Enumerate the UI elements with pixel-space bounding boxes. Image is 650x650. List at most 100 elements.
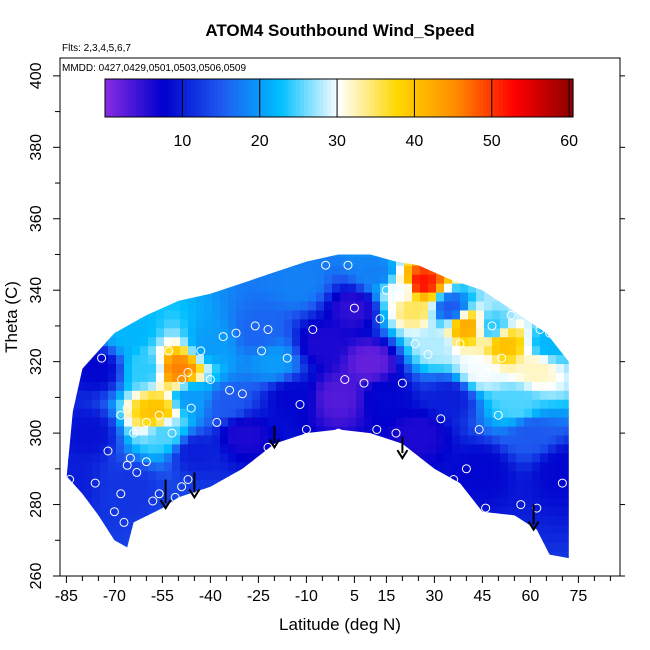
field-cell	[420, 399, 429, 409]
field-cell	[460, 363, 469, 373]
field-cell	[364, 399, 373, 409]
field-cell	[428, 479, 437, 490]
field-cell	[276, 524, 285, 534]
field-cell	[436, 309, 445, 320]
observation-point	[183, 367, 193, 377]
field-cell	[444, 560, 453, 570]
field-cell	[396, 506, 405, 516]
observation-point	[90, 478, 100, 488]
field-cell	[332, 524, 341, 534]
field-cell	[164, 479, 173, 490]
field-cell	[116, 372, 125, 382]
colorbar-cell	[155, 79, 161, 117]
field-cell	[116, 283, 125, 293]
field-cell	[92, 309, 101, 320]
field-cell	[612, 515, 621, 525]
field-cell	[164, 318, 173, 329]
field-cell	[452, 408, 461, 418]
field-cell	[76, 363, 85, 373]
field-cell	[84, 399, 93, 409]
colorbar-ticks: 10 20 30 40 50 60	[173, 79, 578, 150]
field-cell	[84, 408, 93, 418]
field-cell	[500, 560, 509, 570]
field-cell	[548, 417, 557, 427]
field-cell	[244, 254, 253, 257]
field-cell	[76, 470, 85, 481]
field-cell	[564, 542, 569, 552]
field-cell	[420, 452, 429, 463]
field-cell	[548, 533, 557, 543]
field-cell	[252, 256, 261, 266]
field-cell	[364, 470, 373, 481]
field-cell	[540, 542, 549, 552]
field-cell	[476, 533, 485, 543]
field-cell	[148, 274, 157, 284]
colorbar-cell	[288, 79, 293, 117]
field-cell	[316, 461, 325, 472]
field-cell	[132, 408, 141, 418]
field-cell	[66, 542, 69, 552]
field-cell	[66, 479, 69, 490]
field-cell	[292, 560, 301, 570]
field-cell	[156, 524, 165, 534]
field-cell	[404, 283, 413, 293]
field-cell	[60, 560, 69, 570]
field-cell	[324, 497, 333, 507]
field-cell	[604, 355, 613, 365]
field-cell	[84, 497, 93, 507]
field-cell	[356, 390, 365, 400]
field-cell	[484, 327, 493, 338]
field-cell	[276, 363, 285, 373]
field-cell	[532, 488, 541, 499]
field-cell	[524, 309, 533, 320]
field-cell	[292, 309, 301, 320]
field-cell	[436, 390, 445, 400]
field-cell	[124, 291, 133, 302]
field-cell	[140, 254, 149, 257]
field-cell	[172, 283, 181, 293]
field-cell	[332, 399, 341, 409]
field-cell	[500, 506, 509, 516]
field-cell	[388, 443, 397, 454]
field-cell	[460, 550, 469, 559]
x-axis: -85 -70 -55 -40 -25 -10 5 15 30 45 60 75	[55, 576, 611, 605]
field-cell	[476, 318, 485, 329]
field-cell	[108, 336, 117, 347]
field-cell	[476, 488, 485, 499]
colorbar-cell	[432, 79, 438, 117]
field-cell	[516, 274, 525, 284]
field-cell	[412, 417, 421, 427]
field-cell	[540, 291, 549, 302]
field-cell	[100, 461, 109, 472]
field-cell	[324, 390, 333, 400]
field-cell	[428, 542, 437, 552]
field-cell	[188, 354, 197, 365]
field-cell	[420, 372, 429, 382]
field-cell	[116, 318, 125, 329]
field-cell	[124, 470, 133, 481]
field-cell	[380, 533, 389, 543]
field-cell	[356, 452, 365, 463]
field-cell	[492, 390, 501, 400]
field-cell	[460, 300, 469, 311]
field-cell	[212, 256, 221, 266]
field-cell	[604, 256, 613, 266]
field-cell	[260, 524, 269, 534]
field-cell	[508, 425, 517, 436]
field-cell	[404, 254, 413, 257]
field-cell	[156, 363, 165, 373]
field-cell	[452, 497, 461, 507]
field-cell	[220, 381, 229, 391]
field-cell	[396, 372, 405, 382]
field-cell	[76, 345, 85, 356]
field-cell	[140, 354, 149, 365]
field-cell	[532, 274, 541, 284]
colorbar-cell	[510, 79, 516, 117]
colorbar-cell	[140, 79, 145, 117]
field-cell	[572, 247, 581, 257]
field-cell	[76, 256, 85, 266]
colorbar-cell	[268, 79, 274, 117]
field-cell	[284, 488, 293, 499]
field-cell	[292, 254, 301, 257]
field-cell	[228, 265, 237, 275]
